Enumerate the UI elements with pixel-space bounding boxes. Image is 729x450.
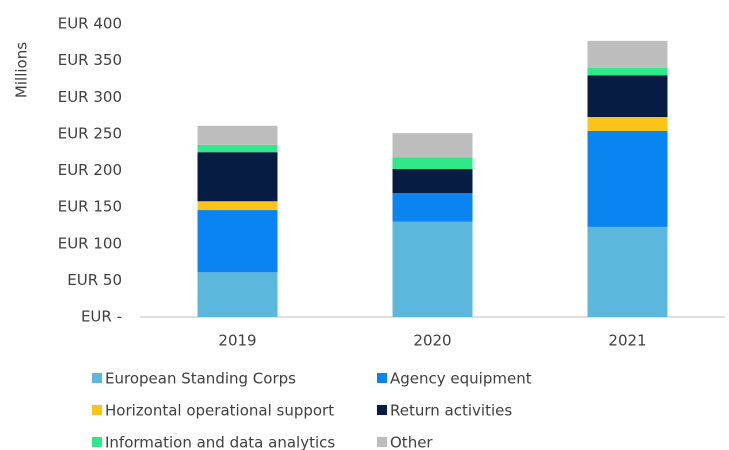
bar-segment: [587, 75, 668, 118]
bar-segment: [197, 201, 278, 211]
y-tick-label: EUR 50: [67, 271, 122, 289]
legend-label: Return activities: [390, 402, 512, 420]
y-tick-label: EUR 150: [58, 198, 122, 216]
y-tick-label: EUR 350: [58, 51, 122, 69]
bar-segment: [197, 152, 278, 202]
y-tick-label: EUR 300: [58, 88, 122, 106]
legend-swatch: [92, 437, 102, 447]
bar-segment: [587, 117, 668, 131]
x-tick-label: 2020: [413, 332, 451, 350]
y-tick-label: EUR 100: [58, 234, 122, 252]
legend-label: Horizontal operational support: [105, 402, 334, 420]
legend-swatch: [377, 437, 387, 447]
legend-swatch: [92, 373, 102, 383]
bar-segment: [587, 130, 668, 227]
bar-segment: [587, 226, 668, 317]
legend-swatch: [377, 373, 387, 383]
x-tick-label: 2021: [608, 332, 646, 350]
y-axis-label: Millions: [13, 42, 31, 98]
legend-swatch: [377, 405, 387, 415]
bar-segment: [197, 210, 278, 273]
y-tick-label: EUR -: [81, 308, 122, 326]
x-tick-label: 2019: [218, 332, 256, 350]
bar-segment: [197, 272, 278, 317]
y-tick-label: EUR 200: [58, 161, 122, 179]
bar-segment: [197, 144, 278, 153]
bar-segment: [392, 221, 473, 317]
legend-swatch: [92, 405, 102, 415]
y-tick-label: EUR 400: [58, 15, 122, 33]
bar-segment: [392, 169, 473, 194]
legend-label: Other: [390, 434, 433, 450]
bar-segment: [392, 193, 473, 222]
legend-label: European Standing Corps: [105, 370, 296, 388]
y-tick-label: EUR 250: [58, 124, 122, 142]
bar-segment: [392, 157, 473, 170]
bar-segment: [197, 125, 278, 145]
bar-segment: [587, 40, 668, 68]
bar-segment: [587, 67, 668, 76]
legend-label: Agency equipment: [390, 370, 532, 388]
legend-label: Information and data analytics: [105, 434, 335, 450]
bar-segment: [392, 133, 473, 158]
